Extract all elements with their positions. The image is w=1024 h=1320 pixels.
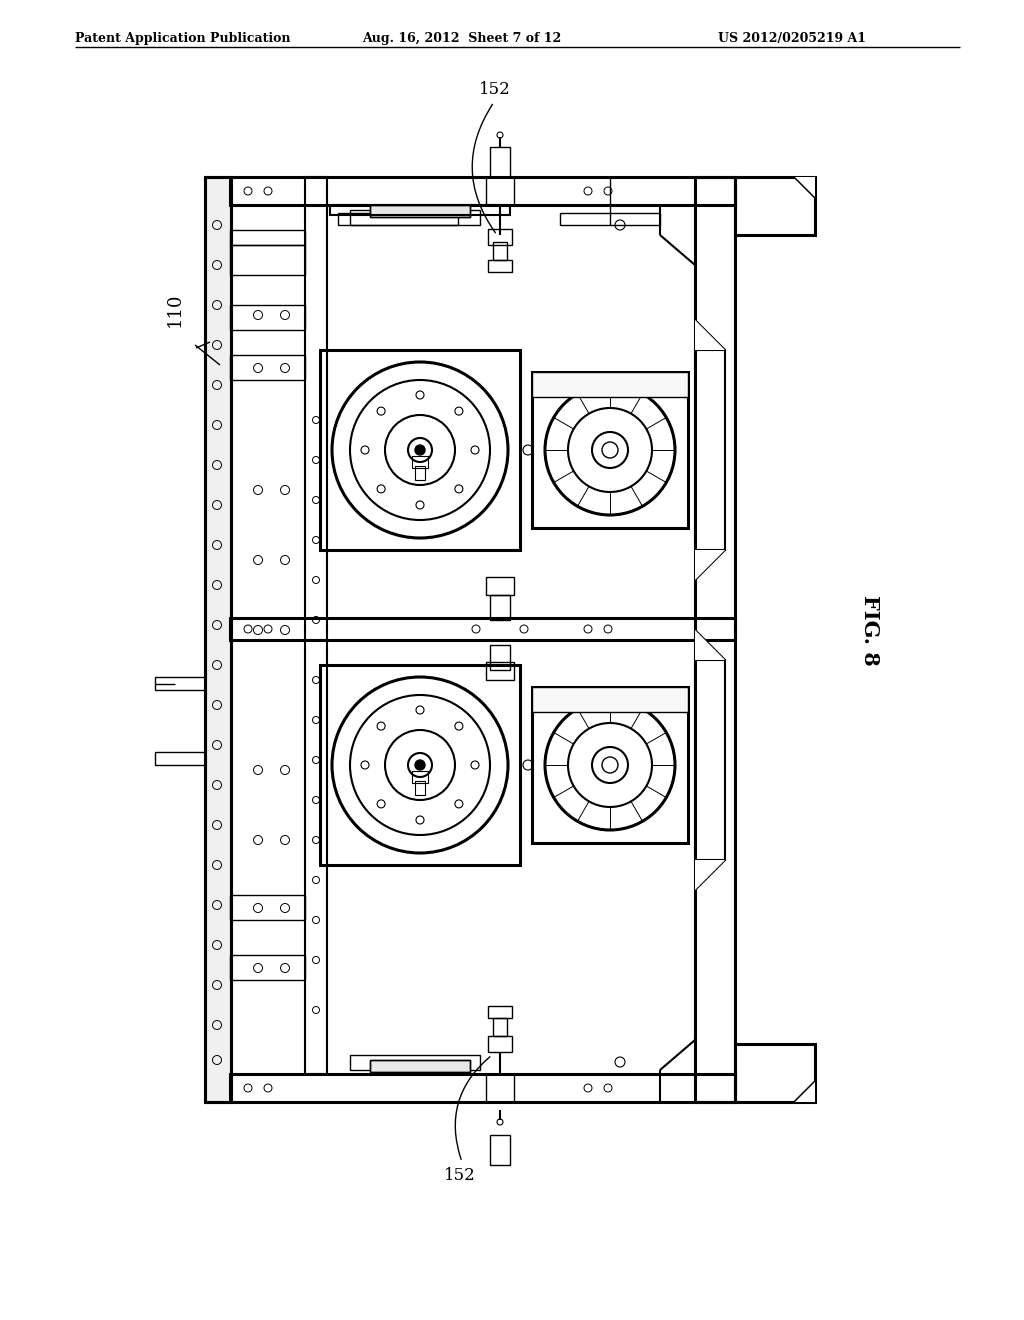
Text: FIG. 8: FIG. 8 (860, 594, 880, 665)
Bar (370, 1060, 470, 1072)
Bar (493, 1018, 507, 1036)
Text: US 2012/0205219 A1: US 2012/0205219 A1 (718, 32, 866, 45)
Bar (370, 205, 470, 216)
Bar (493, 242, 507, 260)
Bar (305, 177, 327, 1074)
Bar (412, 455, 428, 469)
Polygon shape (695, 550, 725, 579)
Bar (230, 618, 735, 640)
Bar (486, 577, 514, 595)
Text: 152: 152 (479, 82, 511, 99)
Bar (486, 663, 514, 680)
Bar (486, 1074, 514, 1102)
Bar (490, 645, 510, 671)
Bar (486, 177, 514, 205)
Bar (205, 177, 231, 1102)
Bar (155, 677, 205, 690)
Bar (230, 230, 305, 246)
Bar (230, 895, 305, 920)
Bar (230, 246, 305, 275)
Bar (230, 355, 305, 380)
Bar (695, 660, 725, 861)
Bar (532, 686, 688, 711)
Polygon shape (695, 630, 725, 660)
Bar (490, 1135, 510, 1166)
Bar (488, 260, 512, 272)
Bar (412, 771, 428, 783)
Polygon shape (795, 177, 815, 197)
Circle shape (415, 445, 425, 455)
Text: 110: 110 (166, 293, 184, 327)
Bar (319, 665, 520, 865)
Bar (490, 595, 510, 620)
Bar (532, 372, 688, 397)
Bar (350, 210, 480, 224)
Bar (695, 177, 735, 1102)
Polygon shape (795, 1082, 815, 1102)
Bar (695, 350, 725, 550)
Bar (230, 177, 735, 205)
Bar (488, 1036, 512, 1052)
Bar (488, 228, 512, 246)
Bar (415, 466, 425, 480)
Polygon shape (695, 319, 725, 350)
Bar (350, 1055, 480, 1071)
Text: Patent Application Publication: Patent Application Publication (75, 32, 291, 45)
Bar (490, 147, 510, 177)
Bar (735, 1044, 815, 1102)
Text: 152: 152 (444, 1167, 476, 1184)
Bar (735, 177, 815, 235)
Bar (532, 372, 688, 528)
Bar (230, 305, 305, 330)
Bar (370, 205, 470, 216)
Bar (205, 177, 231, 1102)
Bar (338, 213, 458, 224)
Bar (330, 205, 510, 215)
Bar (319, 350, 520, 550)
Bar (370, 1060, 470, 1072)
Text: Aug. 16, 2012  Sheet 7 of 12: Aug. 16, 2012 Sheet 7 of 12 (362, 32, 561, 45)
Circle shape (415, 760, 425, 770)
Polygon shape (695, 861, 725, 890)
Bar (560, 213, 660, 224)
Bar (532, 686, 688, 843)
Bar (415, 781, 425, 795)
Bar (488, 1006, 512, 1018)
Bar (230, 954, 305, 979)
Bar (230, 1074, 735, 1102)
Bar (155, 752, 205, 766)
